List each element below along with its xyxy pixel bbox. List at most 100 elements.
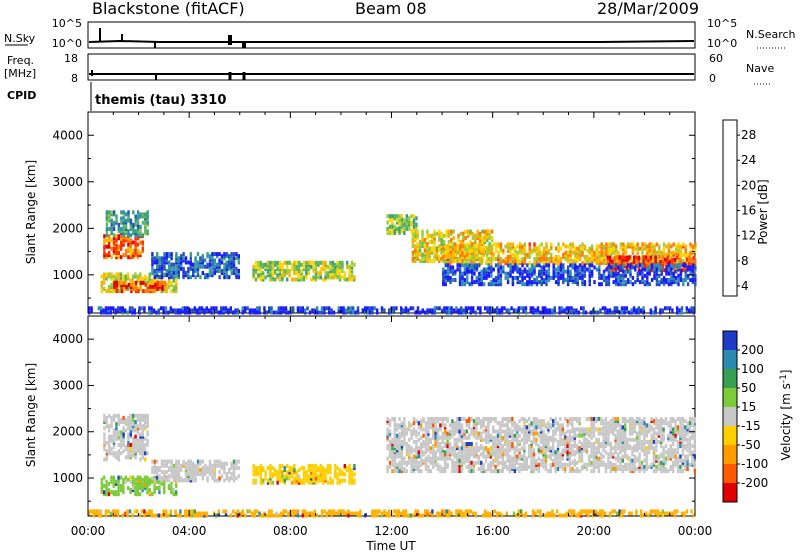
data-cell: [216, 463, 219, 468]
data-cell: [544, 454, 548, 459]
data-cell: [688, 255, 691, 260]
data-cell: [427, 456, 430, 461]
data-cell: [129, 248, 132, 253]
data-cell: [253, 310, 256, 315]
data-cell: [348, 277, 351, 282]
data-cell: [472, 429, 476, 434]
data-cell: [444, 467, 447, 471]
data-cell: [538, 273, 541, 278]
data-cell: [429, 456, 432, 461]
data-cell: [262, 271, 265, 276]
data-cell: [508, 454, 512, 459]
data-cell: [441, 452, 444, 457]
data-cell: [670, 271, 673, 276]
data-cell: [151, 289, 155, 294]
data-cell: [466, 261, 469, 266]
data-cell: [307, 260, 310, 265]
data-cell: [177, 266, 180, 271]
data-cell: [134, 481, 137, 486]
data-cell: [120, 227, 123, 231]
data-cell: [332, 310, 336, 315]
data-cell: [602, 246, 606, 251]
data-cell: [494, 282, 498, 287]
data-cell: [127, 287, 130, 291]
data-cell: [556, 427, 560, 432]
data-cell: [691, 244, 695, 249]
data-cell: [319, 468, 322, 473]
data-cell: [222, 308, 225, 313]
data-cell: [419, 310, 422, 315]
data-cell: [528, 280, 531, 285]
data-cell: [144, 220, 147, 225]
data-cell: [139, 287, 142, 291]
data-cell: [424, 427, 428, 432]
data-cell: [424, 467, 428, 471]
data-cell: [468, 448, 471, 453]
data-cell: [110, 218, 113, 223]
data-cell: [412, 224, 416, 229]
data-cell: [112, 220, 116, 225]
data-cell: [458, 429, 461, 434]
data-cell: [568, 433, 572, 438]
data-cell: [122, 210, 125, 215]
data-cell: [324, 271, 327, 276]
data-cell: [487, 419, 490, 424]
data-cell: [468, 446, 471, 451]
data-cell: [444, 246, 447, 251]
data-cell: [180, 476, 183, 481]
data-cell: [435, 231, 439, 236]
data-cell: [353, 472, 356, 477]
data-cell: [103, 436, 106, 441]
data-cell: [506, 275, 510, 280]
data-cell: [170, 262, 173, 267]
data-cell: [129, 432, 132, 437]
data-cell: [290, 480, 294, 485]
data-cell: [509, 261, 512, 266]
data-cell: [622, 265, 625, 270]
data-cell: [415, 458, 418, 463]
data-cell: [205, 308, 208, 313]
data-cell: [664, 306, 667, 311]
data-cell: [535, 460, 538, 465]
data-cell: [170, 254, 173, 259]
data-cell: [144, 415, 147, 420]
data-cell: [487, 421, 490, 426]
data-cell: [424, 464, 428, 469]
data-cell: [196, 264, 200, 269]
data-cell: [538, 248, 541, 253]
data-cell: [426, 252, 429, 257]
data-cell: [403, 439, 406, 444]
data-cell: [416, 244, 419, 249]
data-cell: [487, 267, 491, 272]
data-cell: [434, 421, 437, 426]
data-cell: [673, 257, 677, 262]
data-cell: [451, 278, 455, 282]
data-cell: [588, 263, 591, 268]
data-cell: [400, 462, 404, 467]
data-cell: [499, 427, 502, 432]
data-cell: [595, 259, 599, 264]
data-cell: [129, 428, 132, 433]
data-cell: [258, 306, 261, 311]
data-cell: [228, 275, 231, 280]
data-cell: [574, 246, 577, 251]
data-cell: [416, 231, 419, 236]
data-cell: [134, 449, 137, 454]
data-cell: [685, 257, 689, 262]
data-cell: [436, 462, 440, 467]
data-cell: [403, 433, 406, 438]
data-cell: [504, 244, 507, 249]
data-cell: [518, 462, 521, 467]
data-cell: [141, 453, 144, 458]
data-cell: [281, 474, 284, 479]
data-cell: [110, 231, 113, 236]
data-cell: [222, 310, 225, 315]
data-cell: [576, 259, 579, 264]
data-cell: [421, 252, 424, 257]
data-cell: [348, 464, 351, 468]
data-cell: [600, 275, 603, 280]
data-cell: [520, 427, 524, 432]
data-cell: [523, 244, 527, 249]
data-cell: [480, 452, 483, 457]
data-cell: [386, 446, 389, 451]
